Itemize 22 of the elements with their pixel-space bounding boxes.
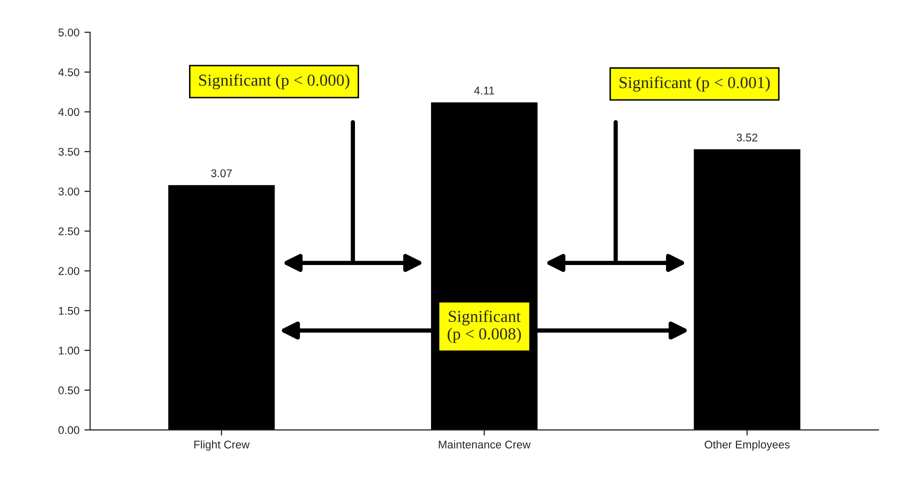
annotation: Significant (p < 0.000) (199, 74, 350, 90)
x-tick-label: Flight Crew (194, 440, 250, 451)
x-tick-label: Maintenance Crew (438, 440, 531, 448)
y-tick-label: 3.50 (58, 148, 80, 156)
y-tick-label: 4.50 (58, 68, 80, 76)
y-tick-label: 2.50 (58, 227, 80, 236)
y-tick-label: 2.00 (58, 267, 80, 275)
annotation: Significant (p < 0.001) (620, 76, 770, 92)
bar (168, 185, 275, 430)
bar (694, 149, 800, 430)
annotation: Significant (p < 0.008) (448, 310, 521, 343)
y-tick-label: 1.00 (58, 346, 80, 355)
data-label: 3.07 (211, 169, 232, 178)
y-tick-label: 0.50 (58, 386, 80, 394)
y-tick-label: 4.00 (58, 108, 80, 116)
x-tick-label: Other Employees (704, 440, 790, 451)
y-tick-label: 0.00 (58, 426, 80, 434)
y-tick-label: 3.00 (58, 188, 80, 196)
data-label: 4.11 (474, 86, 494, 94)
y-tick-label: 5.00 (58, 28, 80, 36)
data-label: 3.52 (736, 134, 758, 142)
y-tick-label: 1.50 (58, 306, 80, 315)
